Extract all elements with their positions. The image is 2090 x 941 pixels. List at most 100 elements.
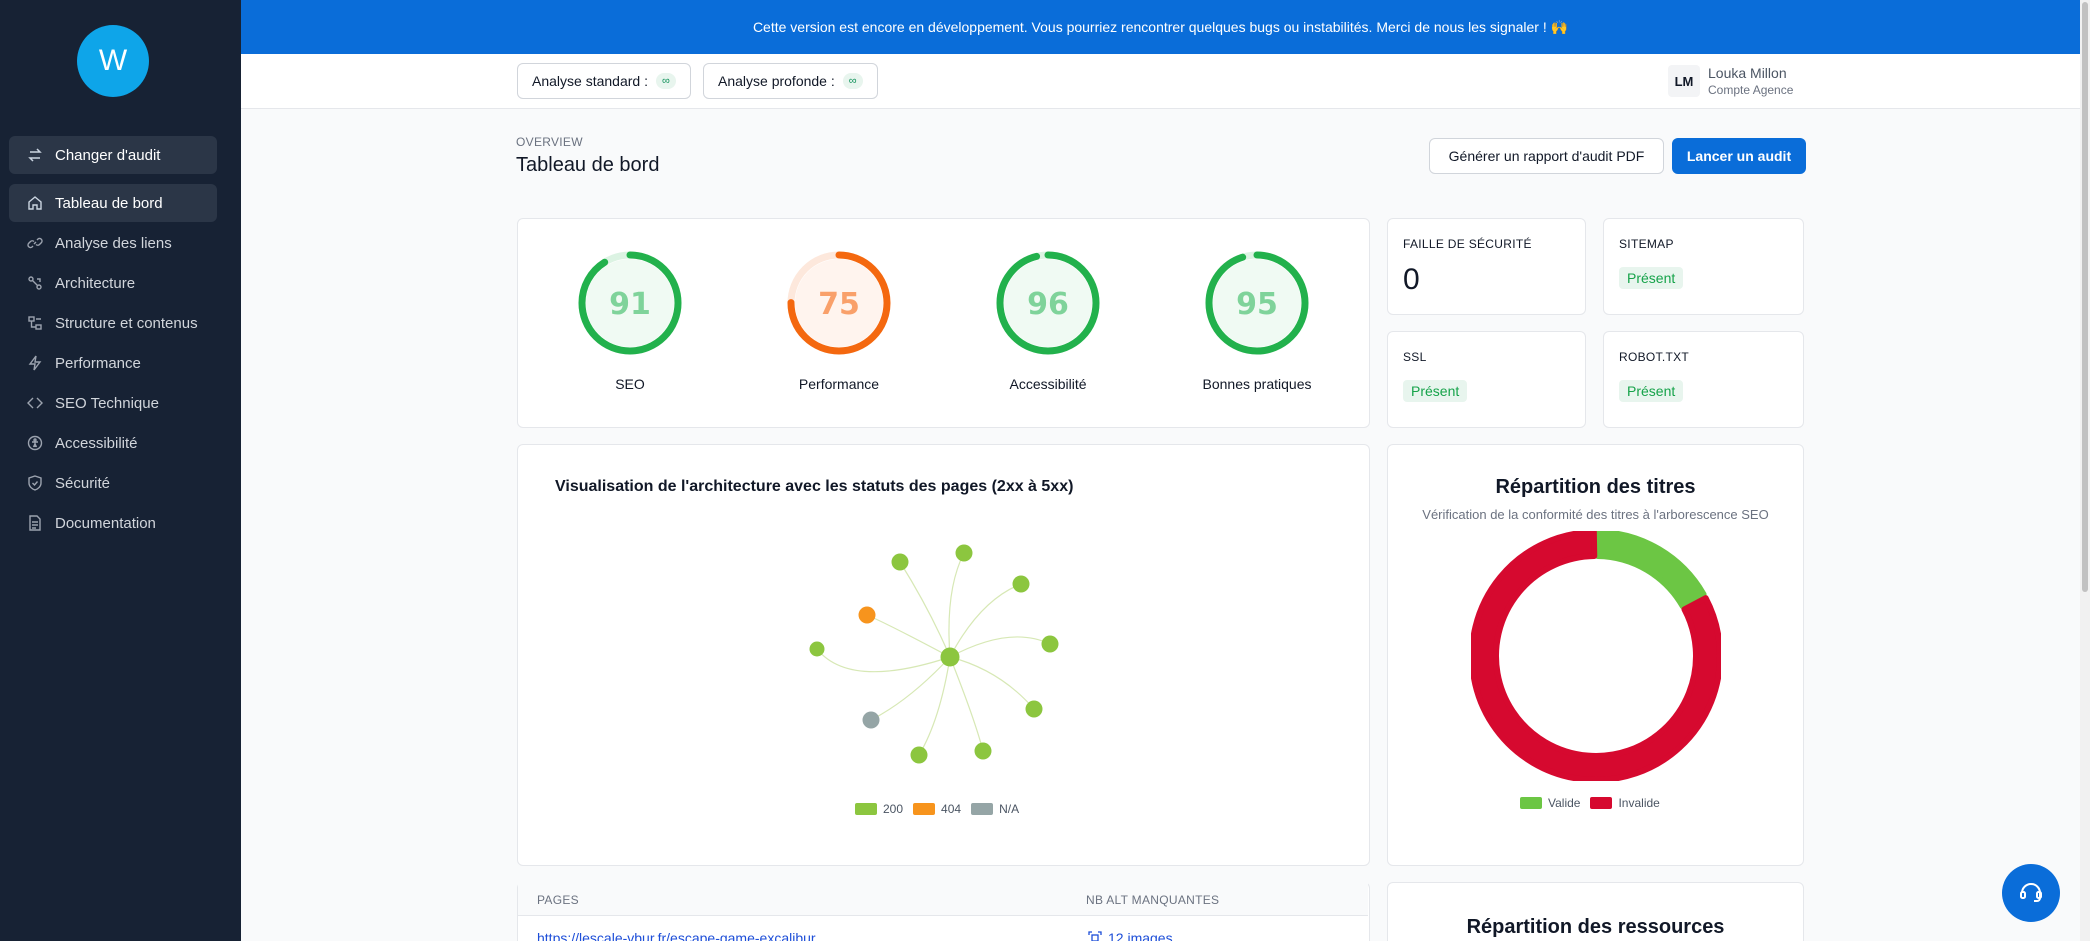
bolt-icon	[25, 353, 45, 373]
page-scrollbar[interactable]	[2080, 0, 2090, 941]
sidebar-item-label: Sécurité	[55, 474, 111, 492]
page-title: Tableau de bord	[516, 154, 660, 176]
graph-edge	[948, 552, 965, 658]
user-menu[interactable]: LM Louka Millon Compte Agence	[1668, 65, 1793, 97]
link-icon	[25, 233, 45, 253]
legend-item-na[interactable]: N/A	[971, 802, 1019, 816]
titles-distribution-card	[1387, 444, 1804, 866]
resources-card	[1387, 882, 1804, 941]
gauge-fill	[586, 259, 674, 347]
avatar: LM	[1668, 65, 1700, 97]
gauge-fill	[1213, 259, 1301, 347]
code-icon	[25, 393, 45, 413]
graph-node	[1012, 575, 1030, 593]
legend-item-200[interactable]: 200	[855, 802, 903, 816]
graph-edge	[949, 636, 1051, 658]
gauge-arc	[578, 251, 682, 355]
robots-status-badge: Présent	[1619, 380, 1684, 402]
sidebar-item-label: Analyse des liens	[55, 234, 172, 252]
graph-node	[974, 742, 992, 760]
architecture-icon	[25, 273, 45, 293]
score-gauge-best-practices: 95	[1204, 250, 1310, 356]
workspace-avatar[interactable]: W	[77, 25, 149, 97]
scrollbar-thumb[interactable]	[2082, 2, 2088, 592]
column-header-pages: PAGES	[537, 893, 579, 907]
user-name: Louka Millon	[1708, 65, 1787, 81]
graph-root-node	[940, 647, 960, 667]
sidebar-item-structure[interactable]: Structure et contenus	[9, 304, 217, 342]
sidebar-item-label: Documentation	[55, 514, 156, 532]
gauge-arc	[787, 251, 891, 355]
document-icon	[25, 513, 45, 533]
generate-pdf-button[interactable]: Générer un rapport d'audit PDF	[1429, 138, 1664, 174]
architecture-title: Visualisation de l'architecture avec les…	[555, 478, 1074, 495]
graph-edge	[870, 656, 951, 721]
deep-analysis-label: Analyse profonde :	[718, 73, 835, 89]
sidebar: W Changer d'audit Tableau de bord Analys…	[0, 0, 241, 941]
sidebar-item-security[interactable]: Sécurité	[9, 464, 217, 502]
deep-analysis-quota[interactable]: Analyse profonde : ∞	[703, 63, 878, 99]
sidebar-item-links[interactable]: Analyse des liens	[9, 224, 217, 262]
legend-label: 200	[883, 802, 904, 816]
sidebar-item-seo-technique[interactable]: SEO Technique	[9, 384, 217, 422]
table-row-alt[interactable]: 12 images	[1088, 930, 1173, 941]
legend-item-valid[interactable]: Valide	[1520, 796, 1580, 810]
architecture-legend: 200 404 N/A	[855, 802, 1029, 816]
robots-card: ROBOT.TXT Présent	[1603, 331, 1804, 428]
sitemap-card: SITEMAP Présent	[1603, 218, 1804, 315]
sidebar-item-label: Tableau de bord	[55, 194, 163, 212]
score-label-seo: SEO	[615, 376, 645, 392]
score-label-performance: Performance	[798, 376, 880, 392]
gauge-arc	[996, 251, 1100, 355]
titles-legend: Valide Invalide	[1520, 796, 1670, 810]
legend-swatch	[855, 803, 877, 815]
gauge-fill	[1004, 259, 1092, 347]
sidebar-item-dashboard[interactable]: Tableau de bord	[9, 184, 217, 222]
sidebar-item-architecture[interactable]: Architecture	[9, 264, 217, 302]
legend-item-404[interactable]: 404	[913, 802, 961, 816]
table-row-url[interactable]: https://lescale-vbur.fr/escape-game-exca…	[537, 930, 816, 941]
gauge-value: 96	[1027, 287, 1069, 322]
gauge-value: 91	[609, 287, 651, 322]
legend-swatch	[971, 803, 994, 815]
legend-swatch	[1590, 797, 1613, 809]
ssl-title: SSL	[1403, 350, 1427, 364]
workspace-letter: W	[98, 44, 128, 77]
donut-slice-invalide	[1471, 531, 1721, 781]
security-card: FAILLE DE SÉCURITÉ 0	[1387, 218, 1586, 315]
ssl-card: SSL Présent	[1387, 331, 1586, 428]
deep-analysis-value: ∞	[842, 73, 863, 89]
graph-node	[809, 641, 825, 657]
gauge-value: 75	[818, 287, 860, 322]
banner-text: Cette version est encore en développemen…	[752, 18, 1569, 35]
standard-analysis-quota[interactable]: Analyse standard : ∞	[517, 63, 691, 99]
swap-icon	[25, 145, 45, 165]
sidebar-item-documentation[interactable]: Documentation	[9, 504, 217, 542]
score-gauge-performance: 75	[786, 250, 892, 356]
sidebar-item-label: Architecture	[55, 274, 136, 292]
sitemap-status-badge: Présent	[1619, 267, 1684, 289]
accessibility-icon	[25, 433, 45, 453]
support-chat-button[interactable]	[2002, 864, 2060, 922]
switch-audit-button[interactable]: Changer d'audit	[9, 136, 217, 174]
top-bar: Analyse standard : ∞ Analyse profonde : …	[241, 54, 2080, 109]
sidebar-item-label: Accessibilité	[55, 434, 138, 452]
security-value: 0	[1403, 263, 1420, 296]
graph-edge	[899, 561, 951, 658]
architecture-graph[interactable]	[780, 530, 1080, 780]
image-scan-icon	[1088, 931, 1102, 941]
sidebar-item-performance[interactable]: Performance	[9, 344, 217, 382]
shield-icon	[25, 473, 45, 493]
graph-node	[1025, 700, 1043, 718]
sidebar-item-label: Structure et contenus	[55, 314, 198, 332]
graph-node	[858, 606, 876, 624]
titles-donut-chart[interactable]	[1471, 531, 1721, 781]
score-gauge-accessibility: 96	[995, 250, 1101, 356]
graph-node	[955, 544, 973, 562]
run-audit-button[interactable]: Lancer un audit	[1672, 138, 1806, 174]
alt-count: 12 images	[1108, 930, 1173, 941]
legend-item-invalid[interactable]: Invalide	[1590, 796, 1660, 810]
robots-title: ROBOT.TXT	[1619, 350, 1690, 364]
sidebar-item-accessibility[interactable]: Accessibilité	[9, 424, 217, 462]
graph-node	[862, 711, 880, 729]
